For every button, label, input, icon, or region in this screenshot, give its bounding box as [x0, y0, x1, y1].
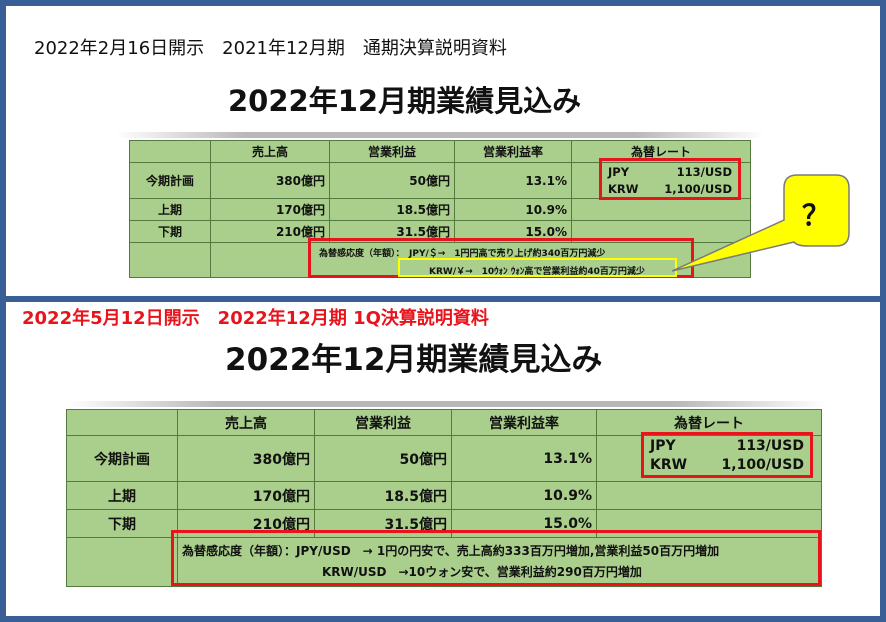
op-profit-cell: 50億円 [314, 435, 452, 482]
table-header-row: 売上高 営業利益 営業利益率 為替レート [66, 409, 822, 436]
fx-jpy-code: JPY [650, 438, 676, 454]
sensitivity-cell [177, 537, 822, 587]
sales-cell: 380億円 [210, 162, 330, 199]
table-row-sensitivity [66, 537, 822, 587]
panel1-header: 2022年2月16日開示 2021年12月期 通期決算説明資料 [34, 38, 507, 59]
table-row: 下期 210億円 31.5億円 15.0% [66, 509, 822, 538]
table-row: 今期計画 380億円 50億円 13.1% [66, 435, 822, 482]
sensitivity-label-cell [129, 242, 211, 278]
panel1-title: 2022年12月期業績見込み [228, 84, 582, 118]
margin-cell: 15.0% [451, 509, 597, 538]
row-label: 下期 [66, 509, 178, 538]
fx-krw-line: KRW 1,100/USD [650, 456, 804, 475]
fx-krw-line: KRW 1,100/USD [608, 181, 732, 198]
row-label: 今期計画 [129, 162, 211, 199]
panel2-title: 2022年12月期業績見込み [225, 342, 603, 378]
fx-jpy-code: JPY [608, 165, 630, 179]
header-margin: 営業利益率 [451, 409, 597, 436]
sales-cell: 170億円 [177, 481, 315, 510]
op-profit-cell: 18.5億円 [329, 198, 455, 221]
header-empty-cell [66, 409, 178, 436]
table-row: 上期 170億円 18.5億円 10.9% [66, 481, 822, 510]
sales-cell: 210億円 [177, 509, 315, 538]
panel2-header: 2022年5月12日開示 2022年12月期 1Q決算説明資料 [22, 308, 489, 329]
fx-jpy-rate: 113/USD [676, 165, 732, 179]
sensitivity-line-jpy: 為替感応度（年額）： JPY/＄→ 1円円高で売り上げ約340百万円減少 [319, 249, 606, 259]
panel2-fx-rate-box: JPY 113/USD KRW 1,100/USD [641, 432, 813, 478]
sensitivity-line-krw: KRW/￥→ 10ｳｫﾝ ｳｫﾝ高で営業利益約40百万円減少 [429, 267, 645, 277]
panel2-title-shadow [66, 401, 826, 407]
header-sales: 売上高 [210, 140, 330, 163]
question-callout: ？ [671, 174, 850, 272]
panel1-forecast-table: 売上高 営業利益 営業利益率 為替レート 今期計画 380億円 50億円 13.… [129, 140, 751, 278]
header-sales: 売上高 [177, 409, 315, 436]
table-row: 今期計画 380億円 50億円 13.1% [129, 162, 751, 199]
sales-cell: 380億円 [177, 435, 315, 482]
table-row: 下期 210億円 31.5億円 15.0% [129, 220, 751, 243]
panel2-forecast-table: 売上高 営業利益 営業利益率 為替レート 今期計画 380億円 50億円 13.… [66, 409, 822, 587]
callout-question-mark: ？ [802, 199, 830, 232]
row-label: 上期 [66, 481, 178, 510]
margin-cell: 13.1% [454, 162, 572, 199]
header-op-profit: 営業利益 [314, 409, 452, 436]
fx-krw-rate: 1,100/USD [664, 182, 732, 196]
sensitivity-line-krw: KRW/USD →10ウォン安で、営業利益約290百万円増加 [322, 565, 642, 579]
row-label: 下期 [129, 220, 211, 243]
panel1-title-shadow [115, 132, 765, 138]
panel2-sensitivity-box: 為替感応度（年額）：JPY/USD → 1円の円安で、売上高約333百万円増加,… [171, 530, 821, 586]
sensitivity-label-cell [66, 537, 178, 587]
fx-jpy-line: JPY 113/USD [608, 164, 732, 181]
sales-cell: 170億円 [210, 198, 330, 221]
margin-cell: 10.9% [454, 198, 572, 221]
table-row-sensitivity [129, 242, 751, 278]
margin-cell: 10.9% [451, 481, 597, 510]
op-profit-cell: 50億円 [329, 162, 455, 199]
krw-yellow-highlight [398, 258, 677, 277]
fx-krw-rate: 1,100/USD [721, 457, 804, 473]
fx-krw-code: KRW [608, 182, 639, 196]
row-label: 上期 [129, 198, 211, 221]
sensitivity-line-jpy: 為替感応度（年額）：JPY/USD → 1円の円安で、売上高約333百万円増加,… [182, 544, 720, 558]
fx-cell [596, 435, 822, 482]
header-op-profit: 営業利益 [329, 140, 455, 163]
panel1-fx-rate-box: JPY 113/USD KRW 1,100/USD [599, 158, 741, 200]
fx-cell [596, 481, 822, 510]
op-profit-cell: 18.5億円 [314, 481, 452, 510]
fx-krw-code: KRW [650, 457, 688, 473]
callout-bubble-shape [671, 174, 850, 272]
header-fx-rate: 為替レート [571, 140, 751, 163]
op-profit-cell: 31.5億円 [329, 220, 455, 243]
row-label: 今期計画 [66, 435, 178, 482]
margin-cell: 13.1% [451, 435, 597, 482]
header-margin: 営業利益率 [454, 140, 572, 163]
header-empty-cell [129, 140, 211, 163]
fx-jpy-rate: 113/USD [736, 438, 804, 454]
fx-jpy-line: JPY 113/USD [650, 437, 804, 456]
